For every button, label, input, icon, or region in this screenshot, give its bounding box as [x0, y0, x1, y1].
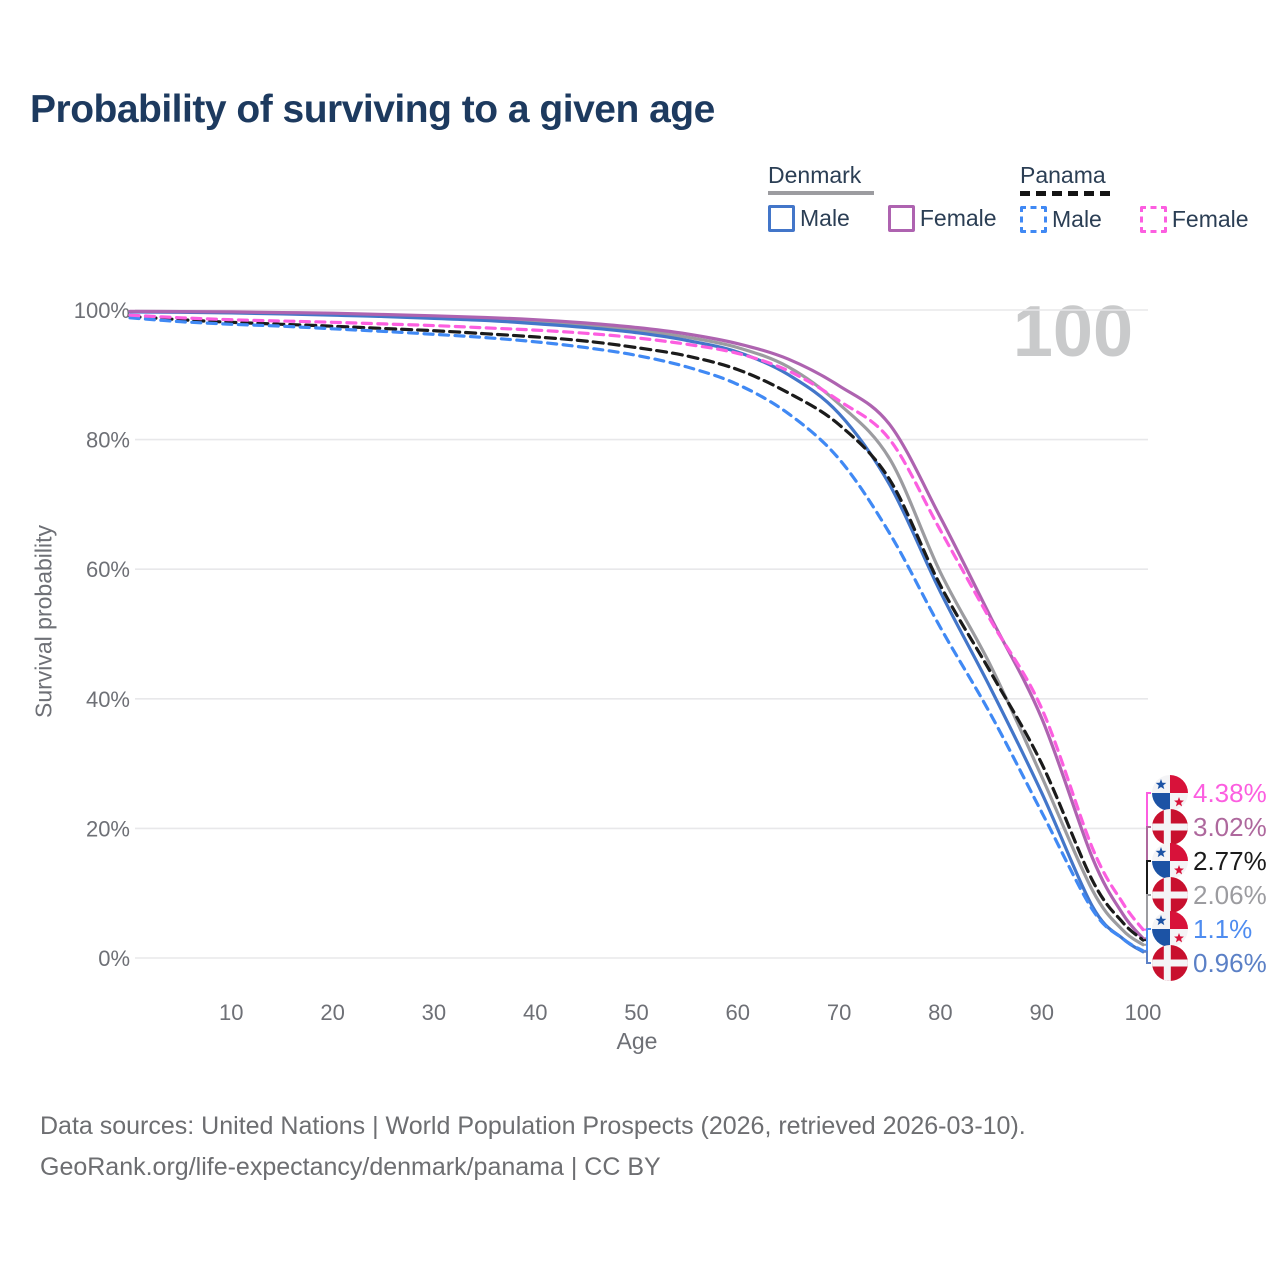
- denmark-total-value: 2.06%: [1193, 879, 1267, 910]
- y-tick-0: 0%: [98, 946, 130, 971]
- x-tick-100: 100: [1125, 1000, 1162, 1025]
- end-label-panama-female: 4.38%: [1152, 775, 1267, 811]
- x-tick-60: 60: [726, 1000, 750, 1025]
- panama-flag-icon: [1152, 911, 1188, 947]
- y-tick-60: 60%: [86, 557, 130, 582]
- panama-female-curve: [128, 313, 1145, 932]
- denmark-flag-icon: [1152, 945, 1188, 981]
- legend-denmark-title[interactable]: Denmark: [768, 162, 862, 188]
- panama-male-swatch[interactable]: [1020, 206, 1047, 233]
- panama-flag-icon: [1152, 775, 1188, 811]
- denmark-male-value: 0.96%: [1193, 947, 1267, 978]
- panama-total-curve: [128, 314, 1145, 942]
- panama-male-value: 1.1%: [1193, 913, 1253, 944]
- denmark-total-callout-line: [1143, 894, 1151, 946]
- x-tick-70: 70: [827, 1000, 851, 1025]
- y-tick-100: 100%: [74, 298, 130, 323]
- denmark-female-curve: [128, 309, 1145, 940]
- denmark-flag-icon: [1152, 877, 1188, 913]
- end-label-panama-total: 2.77%: [1152, 843, 1267, 879]
- footer: Data sources: United Nations | World Pop…: [40, 1106, 1026, 1188]
- denmark-male-callout-line: [1143, 950, 1151, 964]
- panama-female-value: 4.38%: [1193, 777, 1267, 808]
- denmark-female-swatch[interactable]: [887, 205, 915, 232]
- denmark-male-swatch[interactable]: [768, 205, 795, 232]
- y-tick-20: 20%: [86, 816, 130, 841]
- panama-female-label[interactable]: Female: [1171, 206, 1249, 232]
- denmark-line-swatch: [768, 191, 874, 195]
- data-sources-text: Data sources: United Nations | World Pop…: [40, 1112, 1026, 1140]
- panama-male-label[interactable]: Male: [1052, 206, 1102, 232]
- end-label-denmark-female: 3.02%: [1152, 809, 1267, 845]
- panama-flag-icon: [1152, 843, 1188, 879]
- x-tick-30: 30: [422, 1000, 446, 1025]
- end-label-panama-male: 1.1%: [1152, 911, 1252, 947]
- watermark-age-100: 100: [1012, 292, 1133, 372]
- y-tick-40: 40%: [86, 687, 130, 712]
- denmark-female-value: 3.02%: [1193, 811, 1267, 842]
- denmark-total-curve: [128, 310, 1145, 947]
- x-tick-90: 90: [1029, 1000, 1053, 1025]
- x-axis-title: Age: [616, 1028, 658, 1054]
- denmark-female-label[interactable]: Female: [919, 205, 997, 231]
- legend-group-panama: Panama Male Female: [1020, 163, 1249, 233]
- legend-panama-title[interactable]: Panama: [1020, 162, 1106, 188]
- x-tick-50: 50: [624, 1000, 648, 1025]
- panama-female-swatch[interactable]: [1139, 206, 1167, 233]
- panama-total-value: 2.77%: [1193, 845, 1267, 876]
- legend-group-denmark: Denmark Male Female: [768, 163, 997, 232]
- end-label-denmark-male: 0.96%: [1152, 945, 1267, 981]
- x-tick-10: 10: [219, 1000, 243, 1025]
- panama-line-swatch: [1020, 191, 1110, 196]
- y-axis-title: Survival probability: [30, 524, 57, 719]
- denmark-male-curve: [128, 310, 1145, 954]
- denmark-male-label[interactable]: Male: [800, 205, 850, 231]
- end-label-denmark-total: 2.06%: [1152, 877, 1267, 913]
- x-tick-40: 40: [523, 1000, 547, 1025]
- attribution-text: GeoRank.org/life-expectancy/denmark/pana…: [40, 1153, 661, 1181]
- page-title: Probability of surviving to a given age: [30, 88, 715, 131]
- x-tick-20: 20: [320, 1000, 344, 1025]
- panama-male-curve: [128, 316, 1145, 953]
- denmark-flag-icon: [1152, 809, 1188, 845]
- y-tick-80: 80%: [86, 428, 130, 453]
- x-tick-80: 80: [928, 1000, 952, 1025]
